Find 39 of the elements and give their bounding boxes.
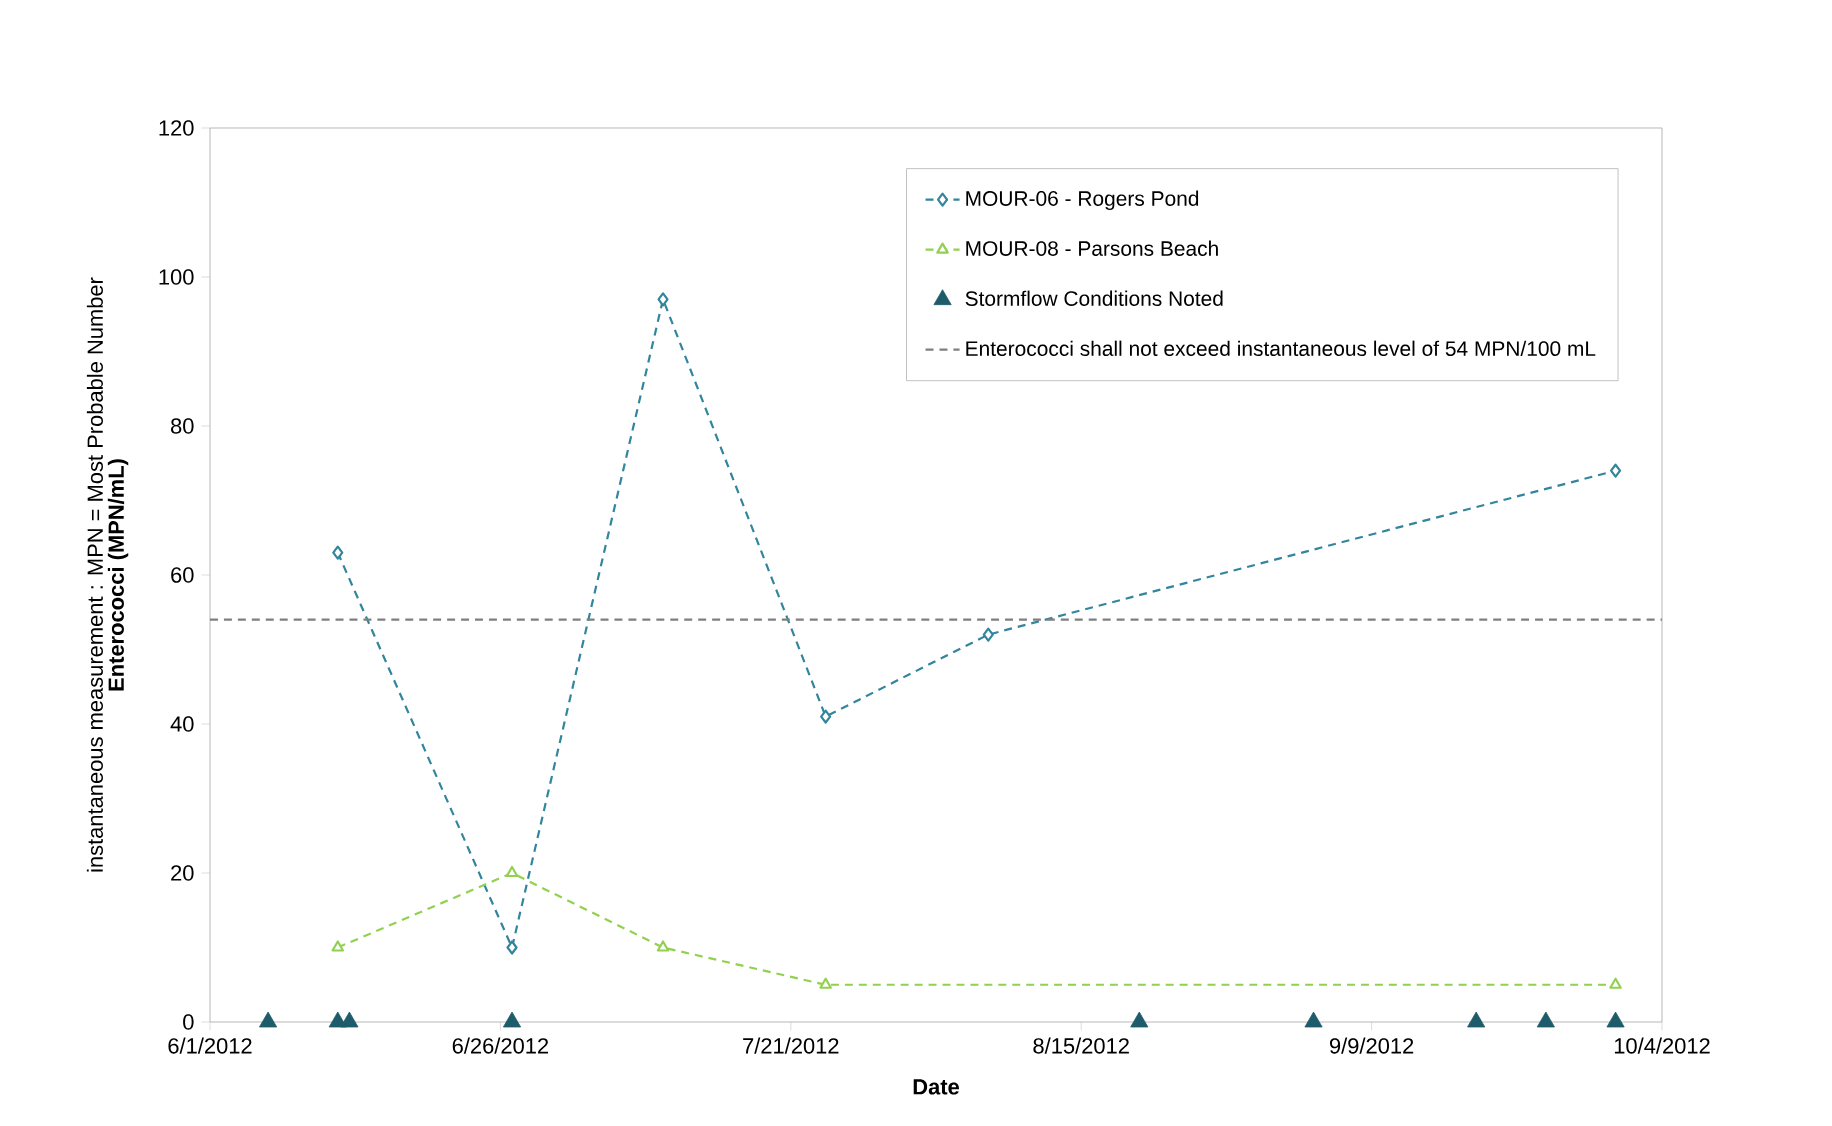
y-tick-label: 120 [159,120,194,136]
y-tick-label: 100 [159,269,194,285]
x-tick-label: 10/4/2012 [1614,1037,1710,1054]
y-axis-title: Enterococci (MPN/mL) [107,459,129,691]
point [1130,1011,1149,1028]
y-tick-label: 60 [171,567,194,583]
point [332,545,344,560]
point [340,1011,359,1028]
point [505,865,519,878]
point [657,292,669,307]
legend-label: MOUR-08 - Parsons Beach [966,240,1218,256]
point [1606,1011,1625,1028]
x-tick-label: 6/26/2012 [452,1037,549,1054]
y-tick-label: 20 [171,865,194,881]
y-tick-label: 0 [183,1014,194,1030]
point [502,1011,522,1028]
x-tick-label: 6/1/2012 [168,1037,252,1054]
point [1609,463,1622,478]
legend-label: Enterococci shall not exceed instantaneous level of 54 MPN/100 mL [966,340,1596,356]
point [819,977,832,989]
point [506,940,518,955]
point [982,627,994,642]
point [259,1011,278,1028]
y-tick-label: 40 [170,716,194,732]
point [1467,1011,1486,1028]
point [331,940,345,952]
x-tick-label: 8/15/2012 [1033,1037,1129,1054]
x-tick-label: 9/9/2012 [1329,1037,1414,1054]
legend-label: MOUR-06 - Rogers Pond [966,190,1199,211]
x-tick-label: 7/21/2012 [743,1037,839,1054]
y-tick-label: 80 [171,418,194,434]
x-axis-title: Date [913,1079,959,1095]
point [1536,1011,1555,1028]
point [1609,977,1622,989]
point [1304,1011,1323,1028]
legend-label: Stormflow Conditions Noted [965,290,1223,306]
point [656,940,670,952]
text: instantaneous measurement : MPN = Most Probable Number [86,277,103,872]
point [820,709,832,724]
